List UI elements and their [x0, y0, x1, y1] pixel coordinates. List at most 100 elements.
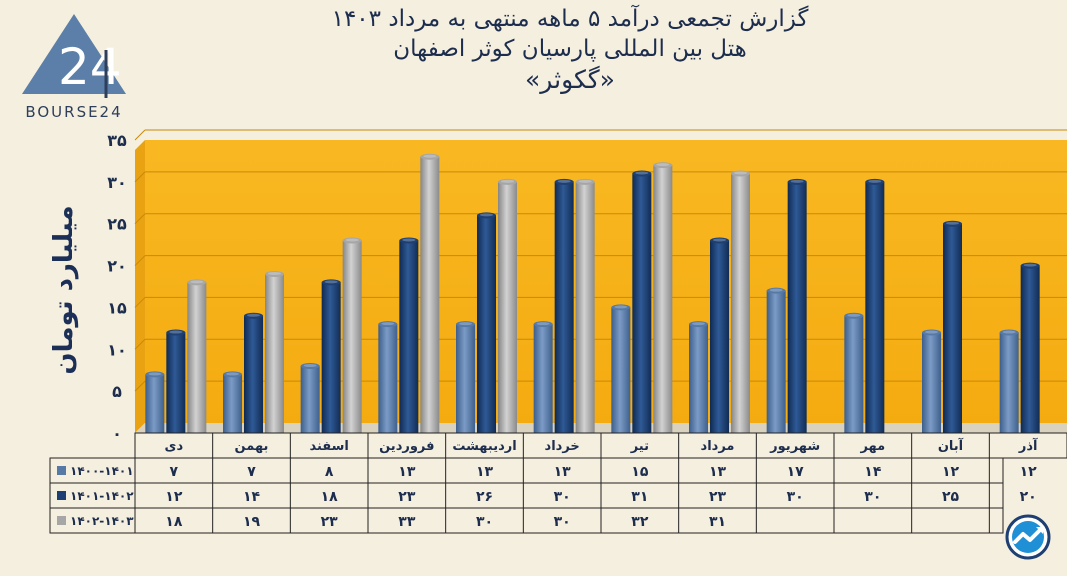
x-tick-label: دی — [165, 439, 184, 454]
gridline-side — [134, 338, 146, 350]
data-label: ۱۳ — [476, 464, 494, 480]
bar-top — [223, 371, 242, 378]
y-tick-label: ۰ — [112, 424, 122, 443]
bar-top-highlight — [402, 238, 416, 242]
data-label: ۲۳ — [709, 489, 727, 505]
bar — [1020, 262, 1040, 433]
bar-top-highlight — [190, 280, 204, 284]
bar-top-highlight — [925, 330, 938, 334]
bar-body — [456, 324, 475, 433]
bar — [378, 321, 398, 433]
legend-swatch — [57, 516, 66, 525]
bar-body — [321, 282, 341, 433]
x-tick-label: بهمن — [235, 439, 269, 454]
gridline-side — [134, 297, 146, 308]
bar-top — [710, 237, 729, 244]
x-tick-label: مهر — [859, 439, 885, 454]
x-tick-label: شهریور — [769, 439, 820, 454]
bar-top — [787, 178, 807, 185]
bar-top-highlight — [847, 313, 861, 317]
bar-top-highlight — [459, 322, 472, 326]
data-label: ۲۶ — [476, 489, 493, 505]
bar-body — [498, 181, 517, 433]
bar-top-highlight — [946, 221, 959, 225]
bar — [244, 312, 263, 433]
bar-body — [653, 165, 673, 433]
data-label: ۱۲ — [942, 464, 960, 480]
bar-top-highlight — [324, 280, 338, 284]
legend-label: ۱۴۰۲-۱۴۰۳ — [70, 514, 134, 528]
bar-top — [265, 270, 284, 277]
data-label: ۳۰ — [864, 489, 881, 505]
bar — [787, 178, 807, 433]
bar-top-highlight — [303, 364, 317, 368]
bar-body — [999, 332, 1019, 433]
bar — [844, 312, 864, 433]
bar — [321, 279, 341, 433]
bar-top — [420, 153, 440, 160]
bar-top — [922, 329, 941, 336]
gridline-side — [134, 129, 146, 141]
x-tick-label: اردیبهشت — [452, 439, 516, 454]
plot-side-wall — [135, 140, 145, 433]
data-label: ۸ — [325, 464, 334, 480]
bar-top-highlight — [381, 322, 395, 326]
table-row — [49, 457, 1004, 484]
bar-top-highlight — [501, 179, 514, 183]
bourse24-logo-icon: 24 — [22, 14, 126, 98]
y-tick-label: ۳۰ — [107, 173, 127, 192]
bar-top-highlight — [692, 322, 705, 326]
data-label: ۱۴ — [864, 464, 882, 480]
gridline-side — [134, 380, 146, 392]
plot-background — [145, 140, 1067, 423]
bar-body — [399, 240, 419, 433]
bar-body — [223, 374, 242, 433]
data-label: ۲۳ — [321, 514, 339, 530]
bar — [575, 178, 595, 433]
data-label: ۳۱ — [709, 514, 726, 530]
data-label: ۱۵ — [631, 464, 649, 480]
bar-top-highlight — [536, 322, 550, 326]
x-tick-label: مرداد — [701, 439, 735, 454]
y-tick-label: ۱۰ — [107, 340, 127, 359]
bar-body — [787, 181, 807, 433]
bar-top — [1020, 262, 1040, 269]
x-tick-label: فروردین — [379, 439, 434, 454]
bar-top-highlight — [578, 179, 592, 183]
bar-top-highlight — [480, 213, 493, 217]
plot-floor — [135, 423, 1067, 433]
bar-top-highlight — [247, 313, 260, 317]
data-label: ۲۵ — [942, 489, 960, 505]
bar — [342, 237, 362, 433]
bar-body — [710, 240, 729, 433]
bar-top — [342, 237, 362, 244]
bar-top — [943, 220, 962, 227]
bar — [420, 153, 440, 433]
bar — [865, 178, 885, 433]
bar-top — [456, 321, 475, 328]
bar-top — [731, 170, 750, 177]
bar-top — [378, 321, 398, 328]
bar-top-highlight — [713, 238, 726, 242]
gridline-side — [134, 255, 146, 266]
bar-body — [145, 374, 165, 433]
bar-top — [187, 279, 207, 286]
bar-body — [1020, 265, 1040, 433]
bar-top-highlight — [169, 330, 183, 334]
bar-top — [498, 178, 517, 185]
bar-top — [611, 304, 631, 311]
bar-top-highlight — [268, 271, 281, 275]
bar-top-highlight — [790, 179, 804, 183]
x-tick-label: آبان — [938, 437, 964, 454]
chart-trend-icon — [1005, 514, 1051, 560]
logo-mark: 24 — [58, 38, 122, 96]
bar — [187, 279, 207, 433]
bar — [632, 170, 652, 433]
legend-swatch — [57, 466, 66, 475]
bar-top-highlight — [345, 238, 359, 242]
bar-top — [533, 321, 553, 328]
bar-body — [166, 332, 186, 433]
bar-top — [399, 237, 419, 244]
y-tick-label: ۳۵ — [107, 131, 127, 150]
table-row — [49, 482, 1004, 509]
